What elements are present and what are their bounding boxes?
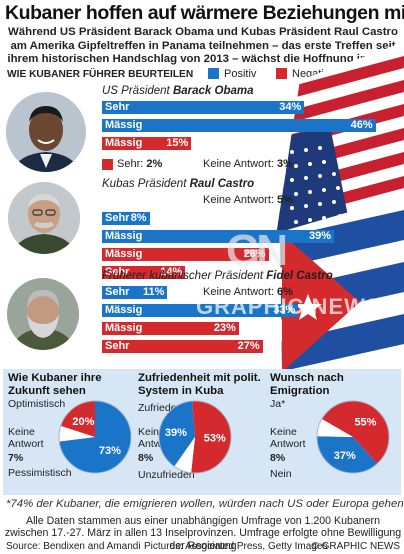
leader-heading-name: Fidel Castro: [266, 270, 333, 282]
rating-bar: Sehr 8%: [102, 212, 150, 225]
rating-bar: Sehr 27%: [102, 340, 263, 353]
credit-pictures: Pictures: Associated Press, Getty Images: [144, 541, 328, 552]
survey-notes: Alle Daten stammen aus einer unabhängige…: [4, 515, 402, 552]
obama-portrait: [6, 92, 86, 172]
credit-source: Source: Bendixen and Amandi: [6, 541, 141, 552]
pie1-label-noanswer: Keine Antwort: [8, 426, 44, 450]
rating-bar: Sehr 11%: [102, 286, 168, 299]
rating-bar-label: Sehr: [105, 266, 130, 278]
rating-bar: Sehr 14%: [102, 266, 186, 279]
watermark-text: GRAPHIC NEWS: [196, 294, 382, 319]
raul-castro-portrait: [8, 182, 80, 254]
rating-bar-label: Sehr: [105, 212, 130, 224]
legend-title: WIE KUBANER FÜHRER BEURTEILEN: [7, 69, 194, 80]
credit-copyright: © GRAPHIC NEWS: [311, 541, 401, 552]
rating-bar-label: Mässig: [105, 119, 143, 131]
leader-heading-name: Raul Castro: [189, 178, 255, 190]
rating-bar-label: Sehr: [105, 340, 130, 352]
leader-heading-prefix: Früherer kubanischer Präsident: [102, 270, 267, 282]
rating-bar-value: 39%: [309, 230, 332, 242]
rating-bar-label: Mässig: [105, 304, 143, 316]
rating-bar: Mässig 33%: [102, 304, 299, 317]
rating-bar: Mässig 46%: [102, 119, 376, 132]
leader-heading-name: Barack Obama: [172, 85, 254, 97]
pie1-label-pessimistic: Pessimistisch: [8, 467, 72, 479]
legend-positive-swatch: [208, 68, 219, 79]
rating-bar: Mässig 15%: [102, 137, 192, 150]
pie1-label-noanswer-value: 7%: [8, 452, 24, 464]
pie3-label-no: Nein: [270, 468, 292, 480]
footnote: *74% der Kubaner, die emigrieren wollen,…: [6, 498, 404, 510]
leader-heading: Kubas Präsident Raul Castro: [102, 178, 254, 190]
pie2-label-unsatisfied: Unzufrieden: [138, 469, 195, 481]
rating-bar-value: 33%: [273, 304, 296, 316]
pie2-label-noanswer: Keine Antwort: [138, 426, 174, 450]
no-answer-value: Keine Antwort: 6%: [203, 286, 293, 298]
pie3-label-noanswer: Keine Antwort: [270, 426, 306, 450]
rating-bar: Mässig 23%: [102, 322, 239, 335]
rating-bar: Sehr 34%: [102, 101, 305, 114]
pie2-label-noanswer-value: 8%: [138, 452, 154, 464]
fidel-castro-portrait: [7, 278, 79, 350]
rating-bar-value: 8%: [130, 212, 147, 224]
page-title: Kubaner hoffen auf wärmere Beziehungen m…: [5, 2, 404, 24]
rating-bar-value: 15%: [166, 137, 189, 149]
no-answer-value: Keine Antwort: 5%: [203, 194, 293, 206]
leader-heading-prefix: Kubas Präsident: [102, 178, 190, 190]
rating-small-value: Sehr: 2%: [117, 158, 163, 170]
pie3-label-noanswer-value: 8%: [270, 452, 286, 464]
leader-heading-prefix: US Präsident: [102, 85, 173, 97]
rating-bar-label: Sehr: [105, 286, 130, 298]
rating-small-swatch: [102, 159, 113, 170]
rating-bar-value: 46%: [350, 119, 373, 131]
pie1-title: Wie Kubaner ihre Zukunft sehen: [8, 372, 102, 397]
leader-heading: US Präsident Barack Obama: [102, 85, 254, 97]
flags-background: [276, 56, 404, 370]
pie2-label-satisfied: Zufrieden: [138, 402, 183, 414]
rating-bar-label: Sehr: [105, 101, 130, 113]
cuba-flag: [280, 196, 404, 370]
no-answer-value: Keine Antwort: 3%: [203, 158, 293, 170]
rating-bar-label: Mässig: [105, 322, 143, 334]
intro-text: Während US Präsident Barack Obama und Ku…: [7, 26, 399, 66]
rating-bar-value: 14%: [160, 266, 183, 278]
rating-bar-label: Mässig: [105, 137, 143, 149]
graphic-news-logo: GN: [226, 226, 288, 275]
pie3-label-yes: Ja*: [270, 398, 286, 410]
rating-bar-value: 34%: [279, 101, 302, 113]
rating-bar-value: 28%: [243, 248, 266, 260]
pie2-title: Zufriedenheit mit polit. System in Kuba: [138, 372, 261, 397]
legend-positive-label: Positiv: [224, 68, 257, 80]
rating-bar-value: 27%: [237, 340, 260, 352]
pie3-title: Wunsch nach Emigration: [270, 372, 344, 397]
rating-bar-value: 23%: [213, 322, 236, 334]
rating-bar-value: 11%: [143, 286, 165, 298]
pie1-label-optimistic: Optimistisch: [8, 398, 66, 410]
rating-bar-label: Mässig: [105, 248, 143, 260]
rating-bar: Mässig 28%: [102, 248, 269, 261]
leader-heading: Früherer kubanischer Präsident Fidel Cas…: [102, 270, 333, 282]
legend-negative-swatch: [276, 68, 287, 79]
rating-bar: Mässig 39%: [102, 230, 335, 243]
rating-bar-label: Mässig: [105, 230, 143, 242]
credits: Source: Bendixen and Amandi Pictures: As…: [4, 541, 402, 553]
